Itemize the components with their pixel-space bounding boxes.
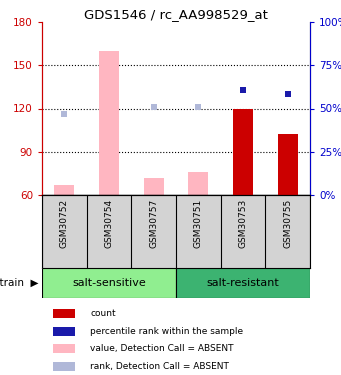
Text: GSM30753: GSM30753 — [238, 199, 248, 248]
Text: GSM30757: GSM30757 — [149, 199, 158, 248]
Text: percentile rank within the sample: percentile rank within the sample — [90, 327, 243, 336]
Bar — [233, 108, 253, 195]
Text: GSM30751: GSM30751 — [194, 199, 203, 248]
Text: strain  ▶: strain ▶ — [0, 278, 39, 288]
Bar — [188, 172, 208, 195]
Text: GSM30754: GSM30754 — [104, 199, 114, 248]
Bar — [99, 51, 119, 195]
Text: salt-sensitive: salt-sensitive — [72, 278, 146, 288]
Bar — [53, 309, 75, 318]
Bar — [278, 135, 298, 195]
Bar — [42, 268, 176, 298]
Bar — [144, 178, 164, 195]
Text: GSM30752: GSM30752 — [60, 199, 69, 248]
Bar — [54, 185, 74, 195]
Text: rank, Detection Call = ABSENT: rank, Detection Call = ABSENT — [90, 362, 229, 371]
Bar — [176, 268, 310, 298]
Title: GDS1546 / rc_AA998529_at: GDS1546 / rc_AA998529_at — [84, 8, 268, 21]
Text: salt-resistant: salt-resistant — [207, 278, 279, 288]
Text: count: count — [90, 309, 116, 318]
Bar — [53, 362, 75, 371]
Bar — [53, 344, 75, 352]
Bar — [53, 327, 75, 336]
Text: value, Detection Call = ABSENT: value, Detection Call = ABSENT — [90, 344, 234, 353]
Text: GSM30755: GSM30755 — [283, 199, 292, 248]
